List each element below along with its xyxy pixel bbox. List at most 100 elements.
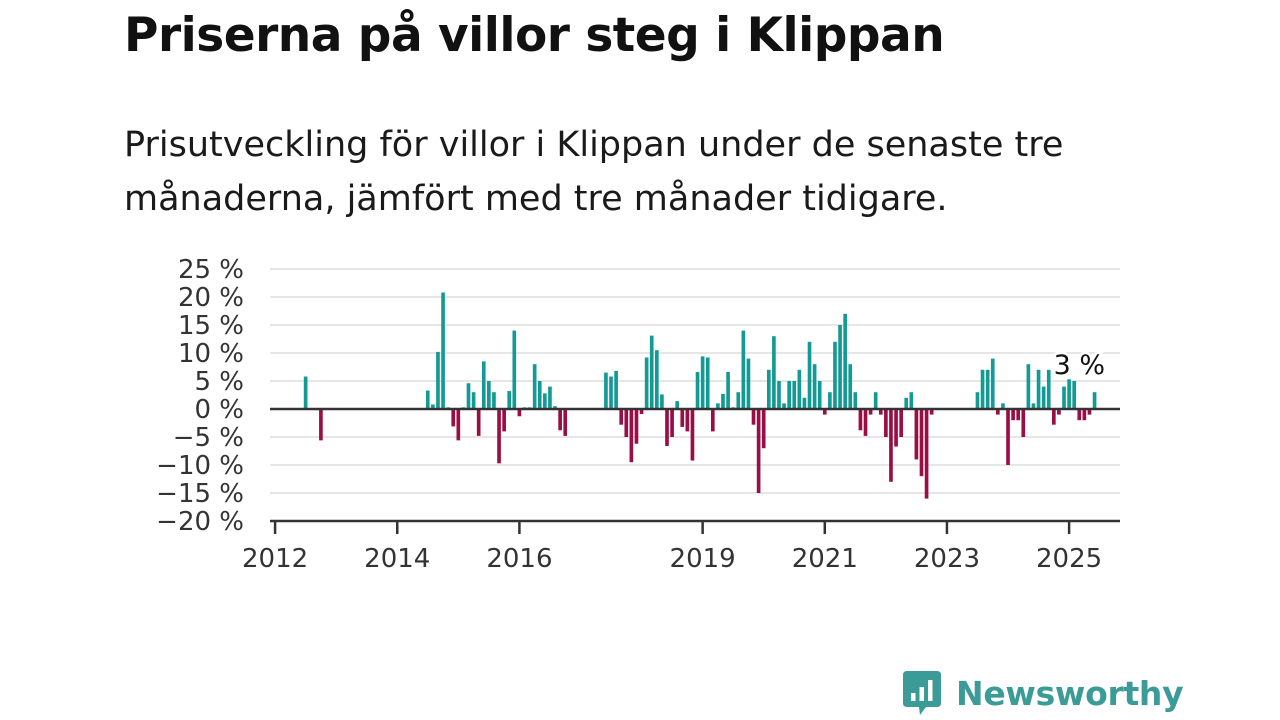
bar [1082,409,1087,421]
bar [1072,381,1077,409]
bar [822,409,827,415]
bar [609,376,613,409]
bar [670,409,674,437]
bar [817,381,822,409]
bar [466,383,471,409]
bar [476,409,481,436]
bar [1016,409,1021,421]
bar [741,330,746,409]
bar [619,409,624,425]
bar [797,369,802,409]
y-tick-label: −5 % [173,423,244,453]
bar [802,397,807,409]
bar [899,409,903,437]
bar [507,391,512,409]
bar [884,409,888,437]
x-tick-label: 2012 [242,544,308,574]
bar [436,351,440,409]
bar [782,403,786,409]
bar [487,381,491,409]
logo-text: Newsworthy [956,673,1184,713]
bar [914,409,919,460]
bar [644,357,649,409]
x-tick-label: 2019 [670,544,736,574]
bar [700,356,705,409]
bar [492,392,496,409]
bar [1041,386,1046,409]
bar [456,409,461,441]
bar [848,364,853,409]
bar [1057,409,1061,415]
bar [451,409,456,427]
bars [303,292,1097,499]
bar [716,403,720,409]
bar [985,369,990,409]
bar [1067,379,1071,409]
bar [563,409,568,436]
bar [695,372,700,409]
bar [1077,409,1082,421]
bar [1052,409,1056,425]
bar [604,372,608,409]
bar [751,409,756,425]
x-tick-label: 2023 [914,544,980,574]
bar [543,393,547,409]
y-tick-label: 10 % [178,339,244,369]
bar [833,341,837,409]
y-tick-label: 5 % [194,367,244,397]
x-tick-label: 2021 [792,544,858,574]
y-tick-label: 0 % [194,395,244,425]
newsworthy-logo: Newsworthy [902,670,1184,716]
bar [726,372,730,409]
bar [980,369,985,409]
bar [690,409,695,461]
bar [868,409,873,415]
bar [705,357,710,409]
bar [629,409,634,463]
bar [792,381,797,409]
bar [481,361,486,409]
bar [1011,409,1015,421]
bar [680,409,685,427]
bar [502,409,506,432]
bar [996,409,1000,415]
bar [303,376,308,409]
bar [904,397,909,409]
bar [777,381,781,409]
bar [853,392,858,409]
bar [858,409,863,431]
value-annotation: 3 % [1054,350,1105,381]
bar [838,325,842,409]
bar [1087,409,1092,415]
newsworthy-chat-bars-icon [903,671,941,715]
bar [319,409,323,441]
bar [532,364,537,409]
bar [924,409,929,499]
bar [863,409,868,436]
bar [660,394,664,409]
bar [1092,392,1097,409]
bar [990,358,995,409]
bar [675,401,680,409]
bar [649,335,654,409]
bar [497,409,501,464]
bar [634,409,639,444]
bar [537,381,542,409]
bar [873,392,878,409]
bar [746,358,751,409]
bar [975,392,980,409]
bar [919,409,924,477]
bar [807,341,812,409]
bar [1006,409,1010,465]
gridlines [270,268,1120,494]
chart-subtitle: Prisutveckling för villor i Klippan unde… [124,125,1064,219]
bar [736,392,741,409]
bar [1031,403,1036,409]
bar [471,392,476,409]
x-tick-label: 2016 [486,544,552,574]
bar [553,406,557,409]
bar [624,409,629,437]
bar [1021,409,1026,437]
bar [517,409,522,417]
